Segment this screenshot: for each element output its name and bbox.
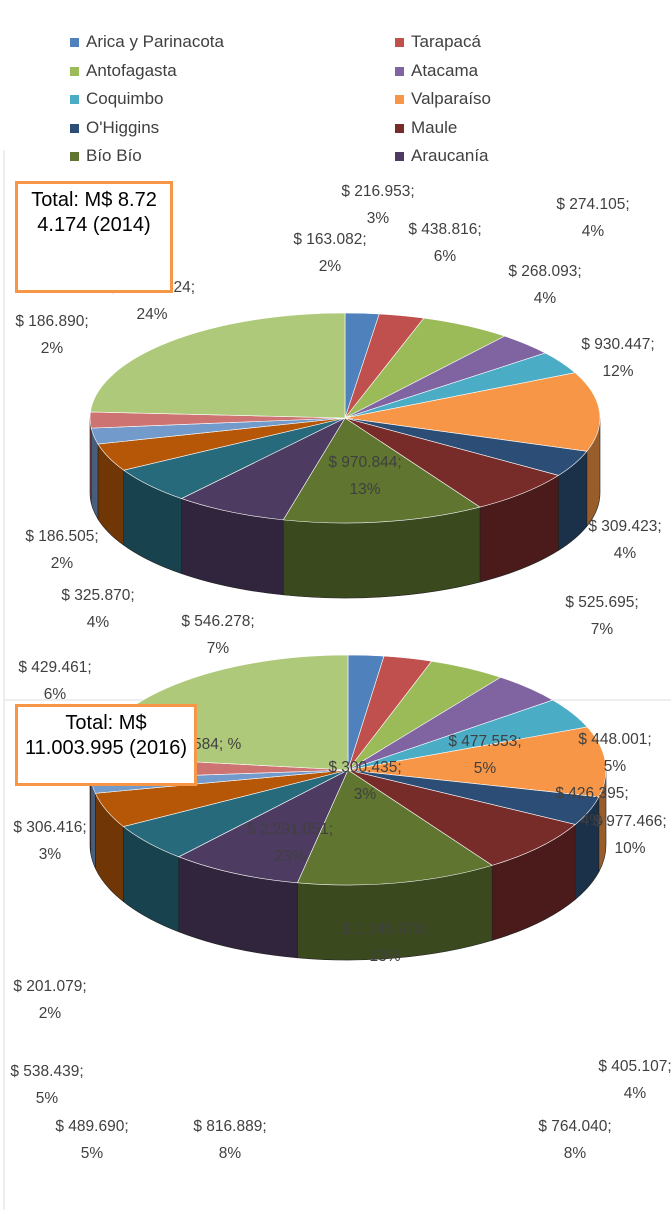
data-label: $ 816.889; 8% — [193, 1118, 267, 1162]
data-label: $ 426.395; 4% — [555, 785, 629, 829]
pie-slice — [344, 417, 560, 508]
data-label: $ 438.816; 6% — [408, 221, 482, 265]
data-label: $ 970.844; 13% — [328, 454, 402, 498]
legend-swatch — [70, 66, 79, 76]
legend-swatch — [395, 66, 404, 76]
pie-slice — [344, 372, 601, 452]
data-label: $ 477.553; 5% — [448, 733, 522, 777]
data-label: $ 489.690; 5% — [55, 1118, 129, 1162]
legend-swatch — [395, 152, 404, 161]
data-label: $ 274.105; 4% — [556, 196, 630, 240]
data-label: $ 546.278; 7% — [181, 613, 255, 657]
data-label: $ 977.466; 10% — [593, 813, 667, 857]
total-box: Total: M$ 8.724.174 (2014) — [15, 181, 173, 293]
data-label: .584; % — [188, 736, 242, 753]
data-label: $ 448.001; 5% — [578, 731, 652, 775]
data-label: $ 2.291.051; 23% — [246, 821, 334, 865]
pie-slice — [178, 769, 349, 884]
legend-label: O'Higgins — [86, 117, 160, 137]
legend-label: Coquimbo — [86, 89, 164, 108]
data-label: $ 538.439; 5% — [10, 1063, 84, 1107]
legend-swatch — [395, 95, 404, 104]
data-label: $ 429.461; 6% — [18, 659, 92, 703]
data-label: $ 405.107; 4% — [598, 1058, 671, 1102]
data-label: $ 163.082; 2% — [293, 231, 367, 275]
data-label: $ 306.416; 3% — [13, 819, 87, 863]
data-label: $ 309.423; 4% — [588, 518, 662, 562]
pie-slice — [297, 769, 493, 886]
pie-slice — [90, 312, 346, 419]
data-label: $ 201.079; 2% — [13, 978, 87, 1022]
pie-slice — [347, 769, 576, 866]
legend-swatch — [395, 38, 404, 47]
data-label: $ 268.093; 4% — [508, 263, 582, 307]
legend-label: Maule — [411, 117, 458, 137]
legend-label: Arica y Parinacota — [86, 32, 224, 51]
data-label: $ 525.695; 7% — [565, 594, 639, 638]
legend-swatch — [70, 38, 79, 47]
data-label: $ 216.953; 3% — [341, 183, 415, 227]
legend-swatch — [70, 123, 79, 133]
legend-label: Valparaíso — [411, 89, 492, 108]
data-label: $ 300.435; 3% — [328, 759, 402, 803]
data-label: $ 186.890; 2% — [15, 313, 89, 357]
data-label: $ 1.245.978; 13% — [341, 921, 429, 965]
total-box: Total: M$ 11.003.995 (2016) — [15, 704, 197, 786]
pie-slice — [347, 726, 607, 798]
legend-label: Antofagasta — [86, 60, 177, 80]
legend-swatch — [395, 123, 404, 133]
legend-label: Atacama — [411, 60, 479, 80]
legend-label: Tarapacá — [411, 32, 481, 51]
legend-label: Araucanía — [411, 146, 489, 165]
data-label: $ 325.870; 4% — [61, 587, 135, 631]
pie-side — [89, 417, 92, 504]
pie-slice — [180, 417, 346, 521]
data-label: $ 930.447; 12% — [581, 336, 655, 380]
legend-swatch — [70, 152, 79, 161]
pie-slice — [282, 417, 481, 524]
data-label: $ 186.505; 2% — [25, 528, 99, 572]
data-label: $ 764.040; 8% — [538, 1118, 612, 1162]
legend-swatch — [70, 95, 79, 104]
legend-label: Bío Bío — [86, 146, 142, 165]
